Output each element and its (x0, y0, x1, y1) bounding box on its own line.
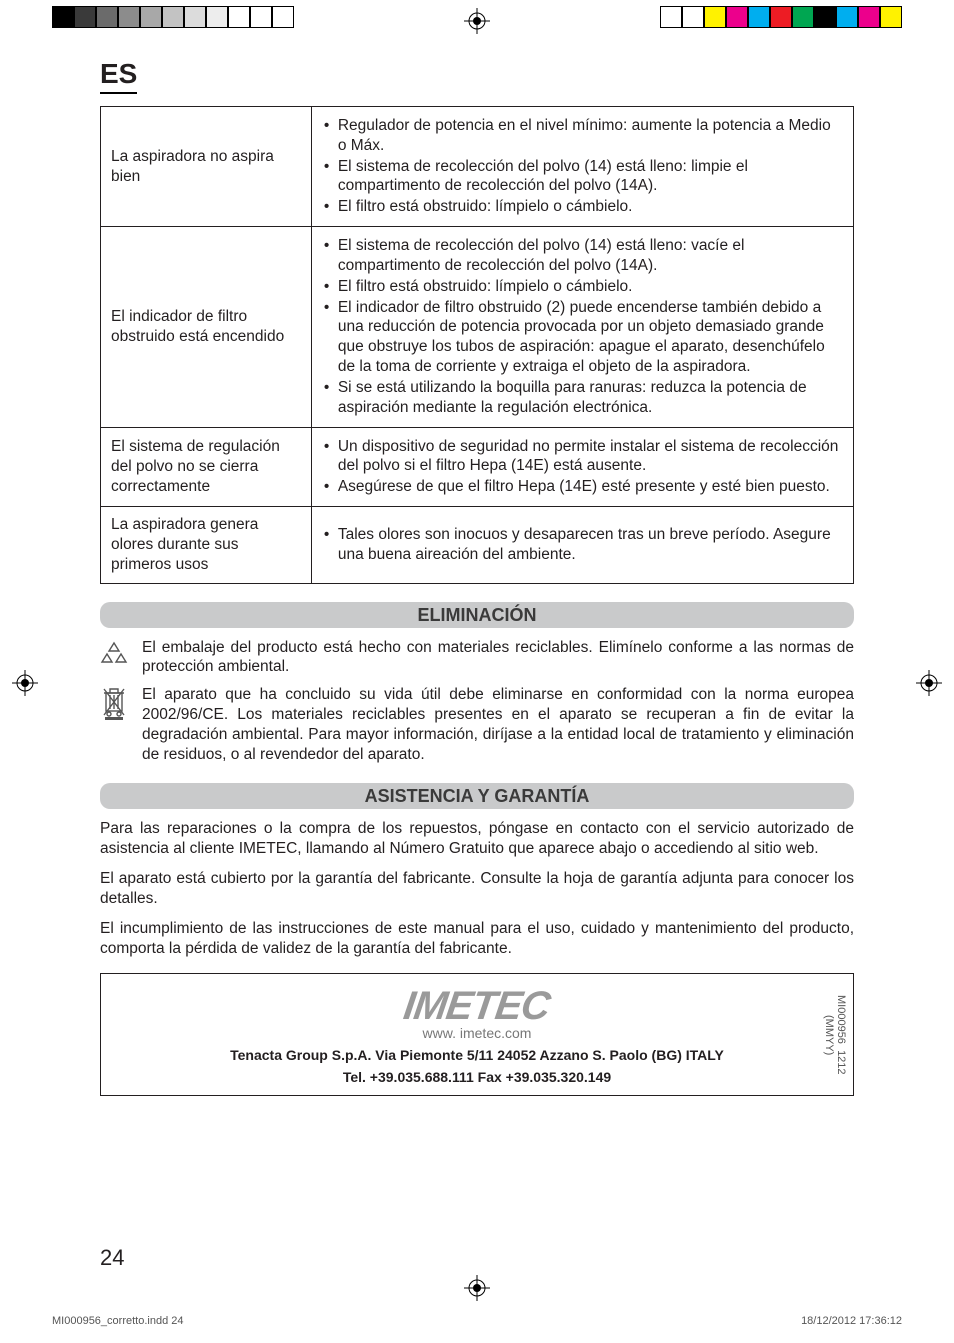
swatch (704, 6, 726, 28)
solution-list: Tales olores son inocuos y desaparecen t… (322, 525, 843, 565)
page: ES La aspiradora no aspira bienRegulador… (0, 0, 954, 1343)
swatch (660, 6, 682, 28)
list-item: Tales olores son inocuos y desaparecen t… (322, 525, 843, 565)
table-row: El sistema de regulación del polvo no se… (101, 427, 854, 506)
address-line: Tel. +39.035.688.111 Fax +39.035.320.149 (115, 1069, 839, 1085)
swatch (836, 6, 858, 28)
code-text: MI000956 (835, 995, 847, 1044)
paragraph-text: El incumplimiento de las instrucciones d… (100, 919, 854, 959)
solution-cell: El sistema de recolección del polvo (14)… (311, 227, 853, 427)
list-item: Un dispositivo de seguridad no permite i… (322, 437, 843, 477)
swatch (206, 6, 228, 28)
language-heading: ES (100, 58, 137, 94)
solution-cell: Un dispositivo de seguridad no permite i… (311, 427, 853, 506)
swatch (726, 6, 748, 28)
table-row: La aspiradora no aspira bienRegulador de… (101, 107, 854, 227)
solution-list: Regulador de potencia en el nivel mínimo… (322, 116, 843, 217)
swatch (880, 6, 902, 28)
troubleshooting-table: La aspiradora no aspira bienRegulador de… (100, 106, 854, 584)
manufacturer-footer: IMETEC www. imetec.com Tenacta Group S.p… (100, 973, 854, 1096)
swatch (140, 6, 162, 28)
problem-cell: La aspiradora no aspira bien (101, 107, 312, 227)
swatch (228, 6, 250, 28)
swatch (858, 6, 880, 28)
swatch (682, 6, 704, 28)
print-file-name: MI000956_corretto.indd 24 (52, 1315, 183, 1327)
list-item: El filtro está obstruido: límpielo o cám… (322, 197, 843, 217)
document-code: MI000956 1212 (MMYY) (813, 982, 847, 1087)
section-header: ASISTENCIA Y GARANTÍA (100, 783, 854, 809)
swatch (814, 6, 836, 28)
swatch (52, 6, 74, 28)
swatch (770, 6, 792, 28)
brand-logo: IMETEC (115, 984, 839, 1029)
list-item: Regulador de potencia en el nivel mínimo… (322, 116, 843, 156)
section-header: ELIMINACIÓN (100, 602, 854, 628)
list-item: El sistema de recolección del polvo (14)… (322, 236, 843, 276)
swatch (250, 6, 272, 28)
table-row: La aspiradora genera olores durante sus … (101, 507, 854, 583)
recycling-paragraph: El embalaje del producto está hecho con … (100, 638, 854, 678)
weee-bin-icon (100, 685, 130, 764)
print-timestamp: 18/12/2012 17:36:12 (801, 1315, 902, 1327)
list-item: El indicador de filtro obstruido (2) pue… (322, 298, 843, 377)
print-job-footer: MI000956_corretto.indd 24 18/12/2012 17:… (52, 1315, 902, 1327)
problem-cell: La aspiradora genera olores durante sus … (101, 507, 312, 583)
registration-mark-icon (464, 1275, 490, 1301)
swatch (96, 6, 118, 28)
solution-cell: Regulador de potencia en el nivel mínimo… (311, 107, 853, 227)
weee-paragraph: El aparato que ha concluido su vida útil… (100, 685, 854, 764)
registration-mark-icon (916, 670, 942, 696)
swatch (162, 6, 184, 28)
problem-cell: El indicador de filtro obstruido está en… (101, 227, 312, 427)
swatch (272, 6, 294, 28)
page-number: 24 (100, 1245, 124, 1271)
list-item: El sistema de recolección del polvo (14)… (322, 157, 843, 197)
paragraph-text: Para las reparaciones o la compra de los… (100, 819, 854, 859)
registration-mark-icon (12, 670, 38, 696)
print-registration-strip (0, 6, 954, 34)
section-title: ASISTENCIA Y GARANTÍA (100, 783, 854, 809)
document-content: ES La aspiradora no aspira bienRegulador… (100, 58, 854, 1096)
list-item: Si se está utilizando la boquilla para r… (322, 378, 843, 418)
paragraph-text: El embalaje del producto está hecho con … (142, 638, 854, 678)
recycle-icon (100, 638, 130, 678)
address-line: Tenacta Group S.p.A. Via Piemonte 5/11 2… (115, 1047, 839, 1063)
swatch (74, 6, 96, 28)
table-row: El indicador de filtro obstruido está en… (101, 227, 854, 427)
swatch (748, 6, 770, 28)
list-item: El filtro está obstruido: límpielo o cám… (322, 277, 843, 297)
list-item: Asegúrese de que el filtro Hepa (14E) es… (322, 477, 843, 497)
solution-cell: Tales olores son inocuos y desaparecen t… (311, 507, 853, 583)
problem-cell: El sistema de regulación del polvo no se… (101, 427, 312, 506)
brand-logo-text: IMETEC (401, 984, 552, 1029)
swatch (184, 6, 206, 28)
solution-list: El sistema de recolección del polvo (14)… (322, 236, 843, 417)
greyscale-swatches (52, 6, 294, 28)
swatch (792, 6, 814, 28)
registration-mark-icon (464, 8, 490, 34)
solution-list: Un dispositivo de seguridad no permite i… (322, 437, 843, 497)
section-title: ELIMINACIÓN (100, 602, 854, 628)
paragraph-text: El aparato que ha concluido su vida útil… (142, 685, 854, 764)
color-swatches (660, 6, 902, 28)
swatch (118, 6, 140, 28)
paragraph-text: El aparato está cubierto por la garantía… (100, 869, 854, 909)
